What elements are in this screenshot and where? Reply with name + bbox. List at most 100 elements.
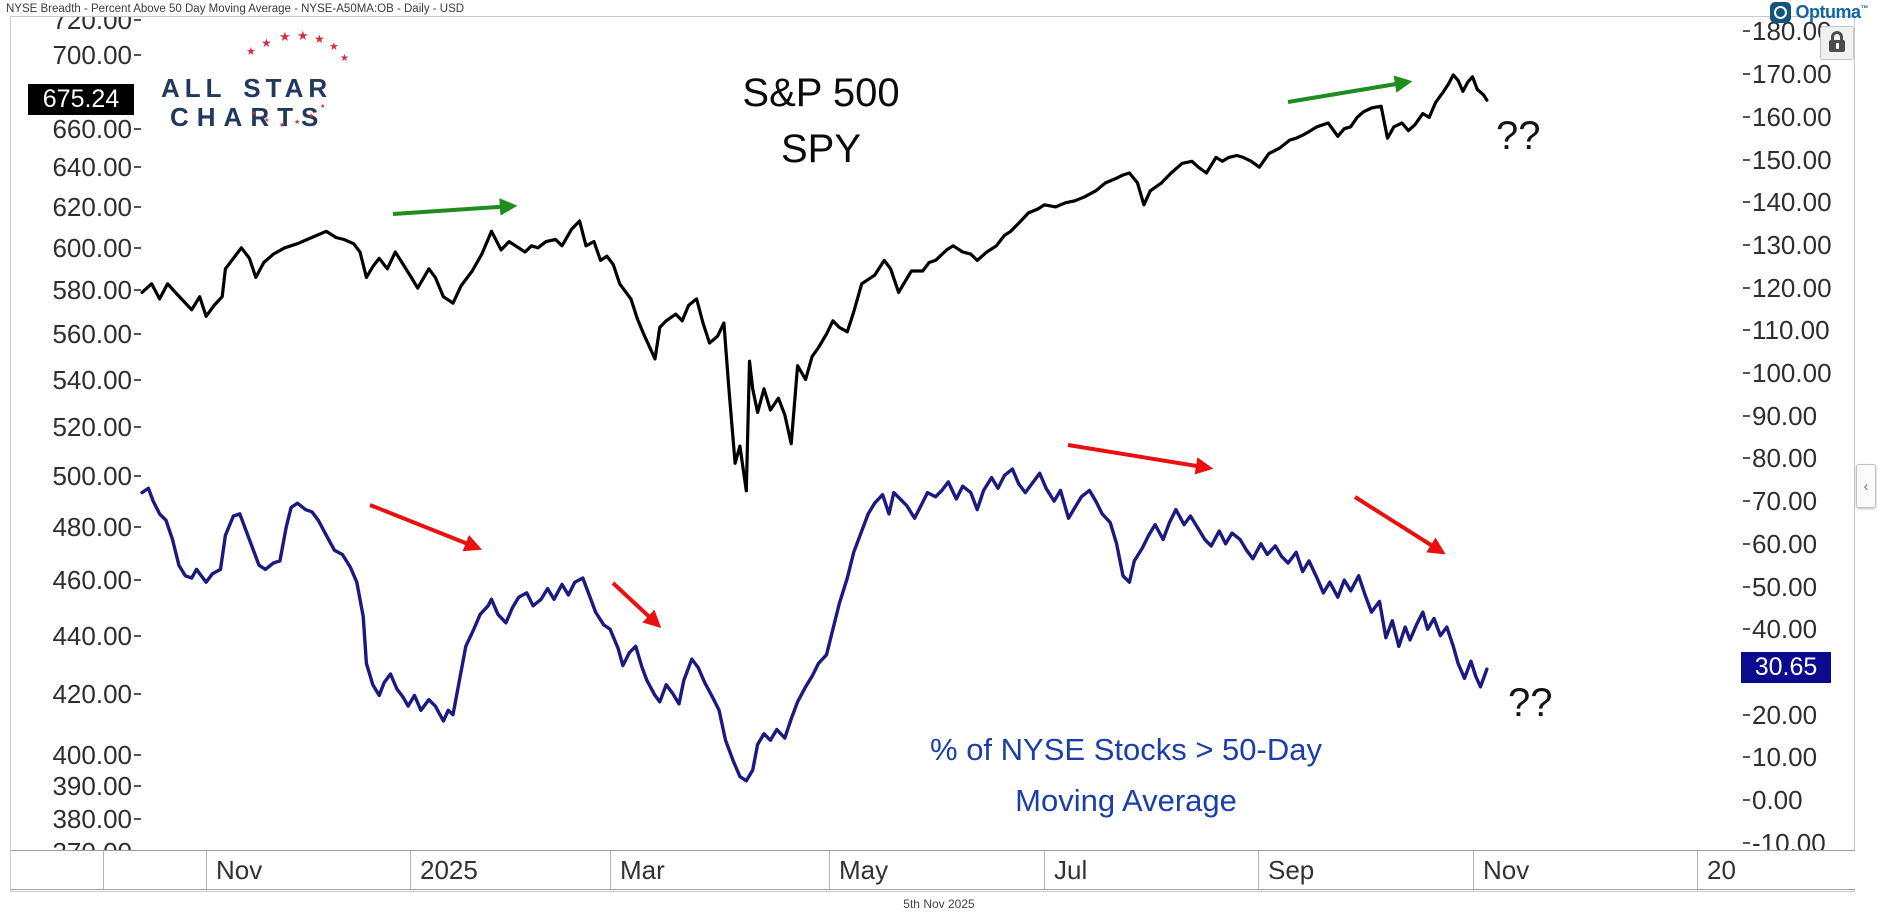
breadth-label-line2: Moving Average xyxy=(1015,783,1237,818)
left-axis-tick-mark xyxy=(134,817,141,820)
left-axis-tick-label: 380.00 xyxy=(52,803,132,834)
right-axis-tick-label: 90.00 xyxy=(1752,400,1818,431)
date-axis-label: Sep xyxy=(1268,855,1315,885)
right-axis-tick-label: 110.00 xyxy=(1752,315,1830,346)
question-marks-bottom-annotation[interactable]: ?? xyxy=(1508,681,1553,725)
right-axis-tick-mark xyxy=(1743,756,1750,759)
date-axis-label: 20 xyxy=(1707,855,1736,885)
left-axis-tick-mark xyxy=(134,525,141,528)
right-axis-tick-label: 120.00 xyxy=(1752,272,1832,303)
collapse-panel-button[interactable]: ‹ xyxy=(1856,464,1876,508)
date-axis-separator xyxy=(1044,851,1045,889)
logo-star-icon: ★ xyxy=(294,119,301,126)
date-axis-label: May xyxy=(839,855,889,885)
date-axis-separator xyxy=(1697,851,1698,889)
date-axis-label: Nov xyxy=(216,855,263,885)
logo-star-icon: ★ xyxy=(251,111,257,117)
left-axis-tick-label: 620.00 xyxy=(52,191,132,222)
right-axis-tick-mark xyxy=(1743,628,1750,631)
right-axis-tick-mark xyxy=(1743,500,1750,503)
right-axis-tick-label: 140.00 xyxy=(1752,187,1832,218)
logo-star-icon: ★ xyxy=(261,36,272,50)
right-axis-tick-mark xyxy=(1743,713,1750,716)
date-axis-separator xyxy=(103,851,104,889)
allstarcharts-logo-line2: CHARTS xyxy=(170,102,327,132)
logo-star-icon: ★ xyxy=(314,32,325,46)
left-axis-tick-mark xyxy=(134,166,141,169)
left-axis-tick-mark xyxy=(134,578,141,581)
left-axis-tick-label: 420.00 xyxy=(52,678,132,709)
right-axis-tick-label: 0.00 xyxy=(1752,785,1803,815)
trademark-symbol: ™ xyxy=(1860,4,1869,13)
bear-trend-arrow[interactable] xyxy=(369,503,483,552)
left-axis-tick-mark xyxy=(134,692,141,695)
breadth-percent-line[interactable] xyxy=(140,467,1489,783)
date-axis-label: Jul xyxy=(1054,855,1088,885)
left-axis-tick-label: 520.00 xyxy=(52,411,132,442)
lock-button[interactable] xyxy=(1820,26,1854,60)
left-axis-tick-mark xyxy=(134,333,141,336)
left-axis-tick-mark xyxy=(134,634,141,637)
right-axis-tick-label: 80.00 xyxy=(1752,443,1818,474)
right-axis-tick-label: 40.00 xyxy=(1752,614,1818,645)
right-axis-tick-mark xyxy=(1743,372,1750,374)
date-axis-label: Mar xyxy=(620,855,665,885)
left-axis-tick-mark xyxy=(134,127,141,130)
chart-title-line2: SPY xyxy=(780,127,862,171)
right-axis-tick-label: 130.00 xyxy=(1752,229,1832,260)
breadth-label-annotation[interactable]: % of NYSE Stocks > 50-Day Moving Average xyxy=(930,724,1322,826)
bull-trend-arrow[interactable] xyxy=(392,198,518,216)
breadth-last-value-tag: 30.65 xyxy=(1741,652,1831,684)
left-axis-tick-label: 390.00 xyxy=(52,771,132,802)
chart-area[interactable]: 720.00 700.00 660.00 640.00 620.00 600.00 580.… xyxy=(11,17,1855,891)
right-axis-tick-mark xyxy=(1743,329,1750,332)
date-axis-label: Nov xyxy=(1483,855,1530,885)
right-axis-tick-mark xyxy=(1743,585,1750,588)
left-axis-tick-mark xyxy=(134,289,141,292)
right-axis-tick-label: 10.00 xyxy=(1752,742,1818,773)
logo-star-icon: ★ xyxy=(246,46,256,58)
date-axis-separator xyxy=(829,851,830,889)
left-axis-tick-mark xyxy=(134,425,141,428)
right-axis-tick-label: 70.00 xyxy=(1752,486,1818,517)
right-axis-tick-label: 160.00 xyxy=(1752,101,1832,132)
allstarcharts-logo-line1: ALL STAR xyxy=(161,73,333,103)
right-axis-tick-label: 50.00 xyxy=(1752,571,1818,602)
right-axis-tick-label: 170.00 xyxy=(1752,59,1832,90)
logo-star-icon: ★ xyxy=(279,29,291,44)
question-marks-top-annotation[interactable]: ?? xyxy=(1496,114,1541,158)
lock-icon xyxy=(1821,31,1853,52)
left-axis-tick-mark xyxy=(134,54,141,57)
left-axis-tick-label: 480.00 xyxy=(52,511,132,542)
right-axis-tick-mark xyxy=(1743,158,1750,161)
bear-trend-arrow[interactable] xyxy=(1353,495,1446,555)
left-axis-tick-label: 540.00 xyxy=(52,364,132,395)
right-axis-tick-mark xyxy=(1743,243,1750,246)
date-axis-separator xyxy=(206,851,207,889)
last-bar-date: 5th Nov 2025 xyxy=(903,897,975,911)
chevron-left-icon: ‹ xyxy=(1863,477,1869,495)
date-axis-separator xyxy=(1258,851,1259,889)
chart-title-line1: S&P 500 xyxy=(742,71,900,115)
chart-title-annotation[interactable]: S&P 500 SPY xyxy=(742,65,899,177)
right-axis-tick-label: 20.00 xyxy=(1752,699,1818,730)
right-axis-tick-mark xyxy=(1743,73,1750,76)
left-axis-tick-mark xyxy=(134,18,141,21)
logo-star-icon: ★ xyxy=(279,122,286,129)
optuma-eye-icon xyxy=(1770,2,1792,23)
spy-price-line[interactable] xyxy=(140,73,1489,493)
price-plot[interactable] xyxy=(11,17,1855,891)
bull-trend-arrow[interactable] xyxy=(1287,75,1413,104)
left-axis-tick-label: 400.00 xyxy=(52,739,132,770)
left-axis-tick-label: 600.00 xyxy=(52,232,132,263)
right-axis-tick-label: 180.00 xyxy=(1752,17,1832,47)
allstarcharts-logo: ALL STAR CHARTS xyxy=(161,75,332,130)
right-axis-tick-mark xyxy=(1743,799,1750,801)
date-axis-label: 2025 xyxy=(420,855,478,885)
date-axis[interactable]: Nov 2025 Mar May Jul Sep Nov 20 xyxy=(11,850,1855,890)
logo-star-icon: ★ xyxy=(264,118,270,124)
bear-trend-arrow[interactable] xyxy=(1067,443,1214,475)
right-axis-tick-mark xyxy=(1743,201,1750,204)
bear-trend-arrow[interactable] xyxy=(611,581,662,629)
